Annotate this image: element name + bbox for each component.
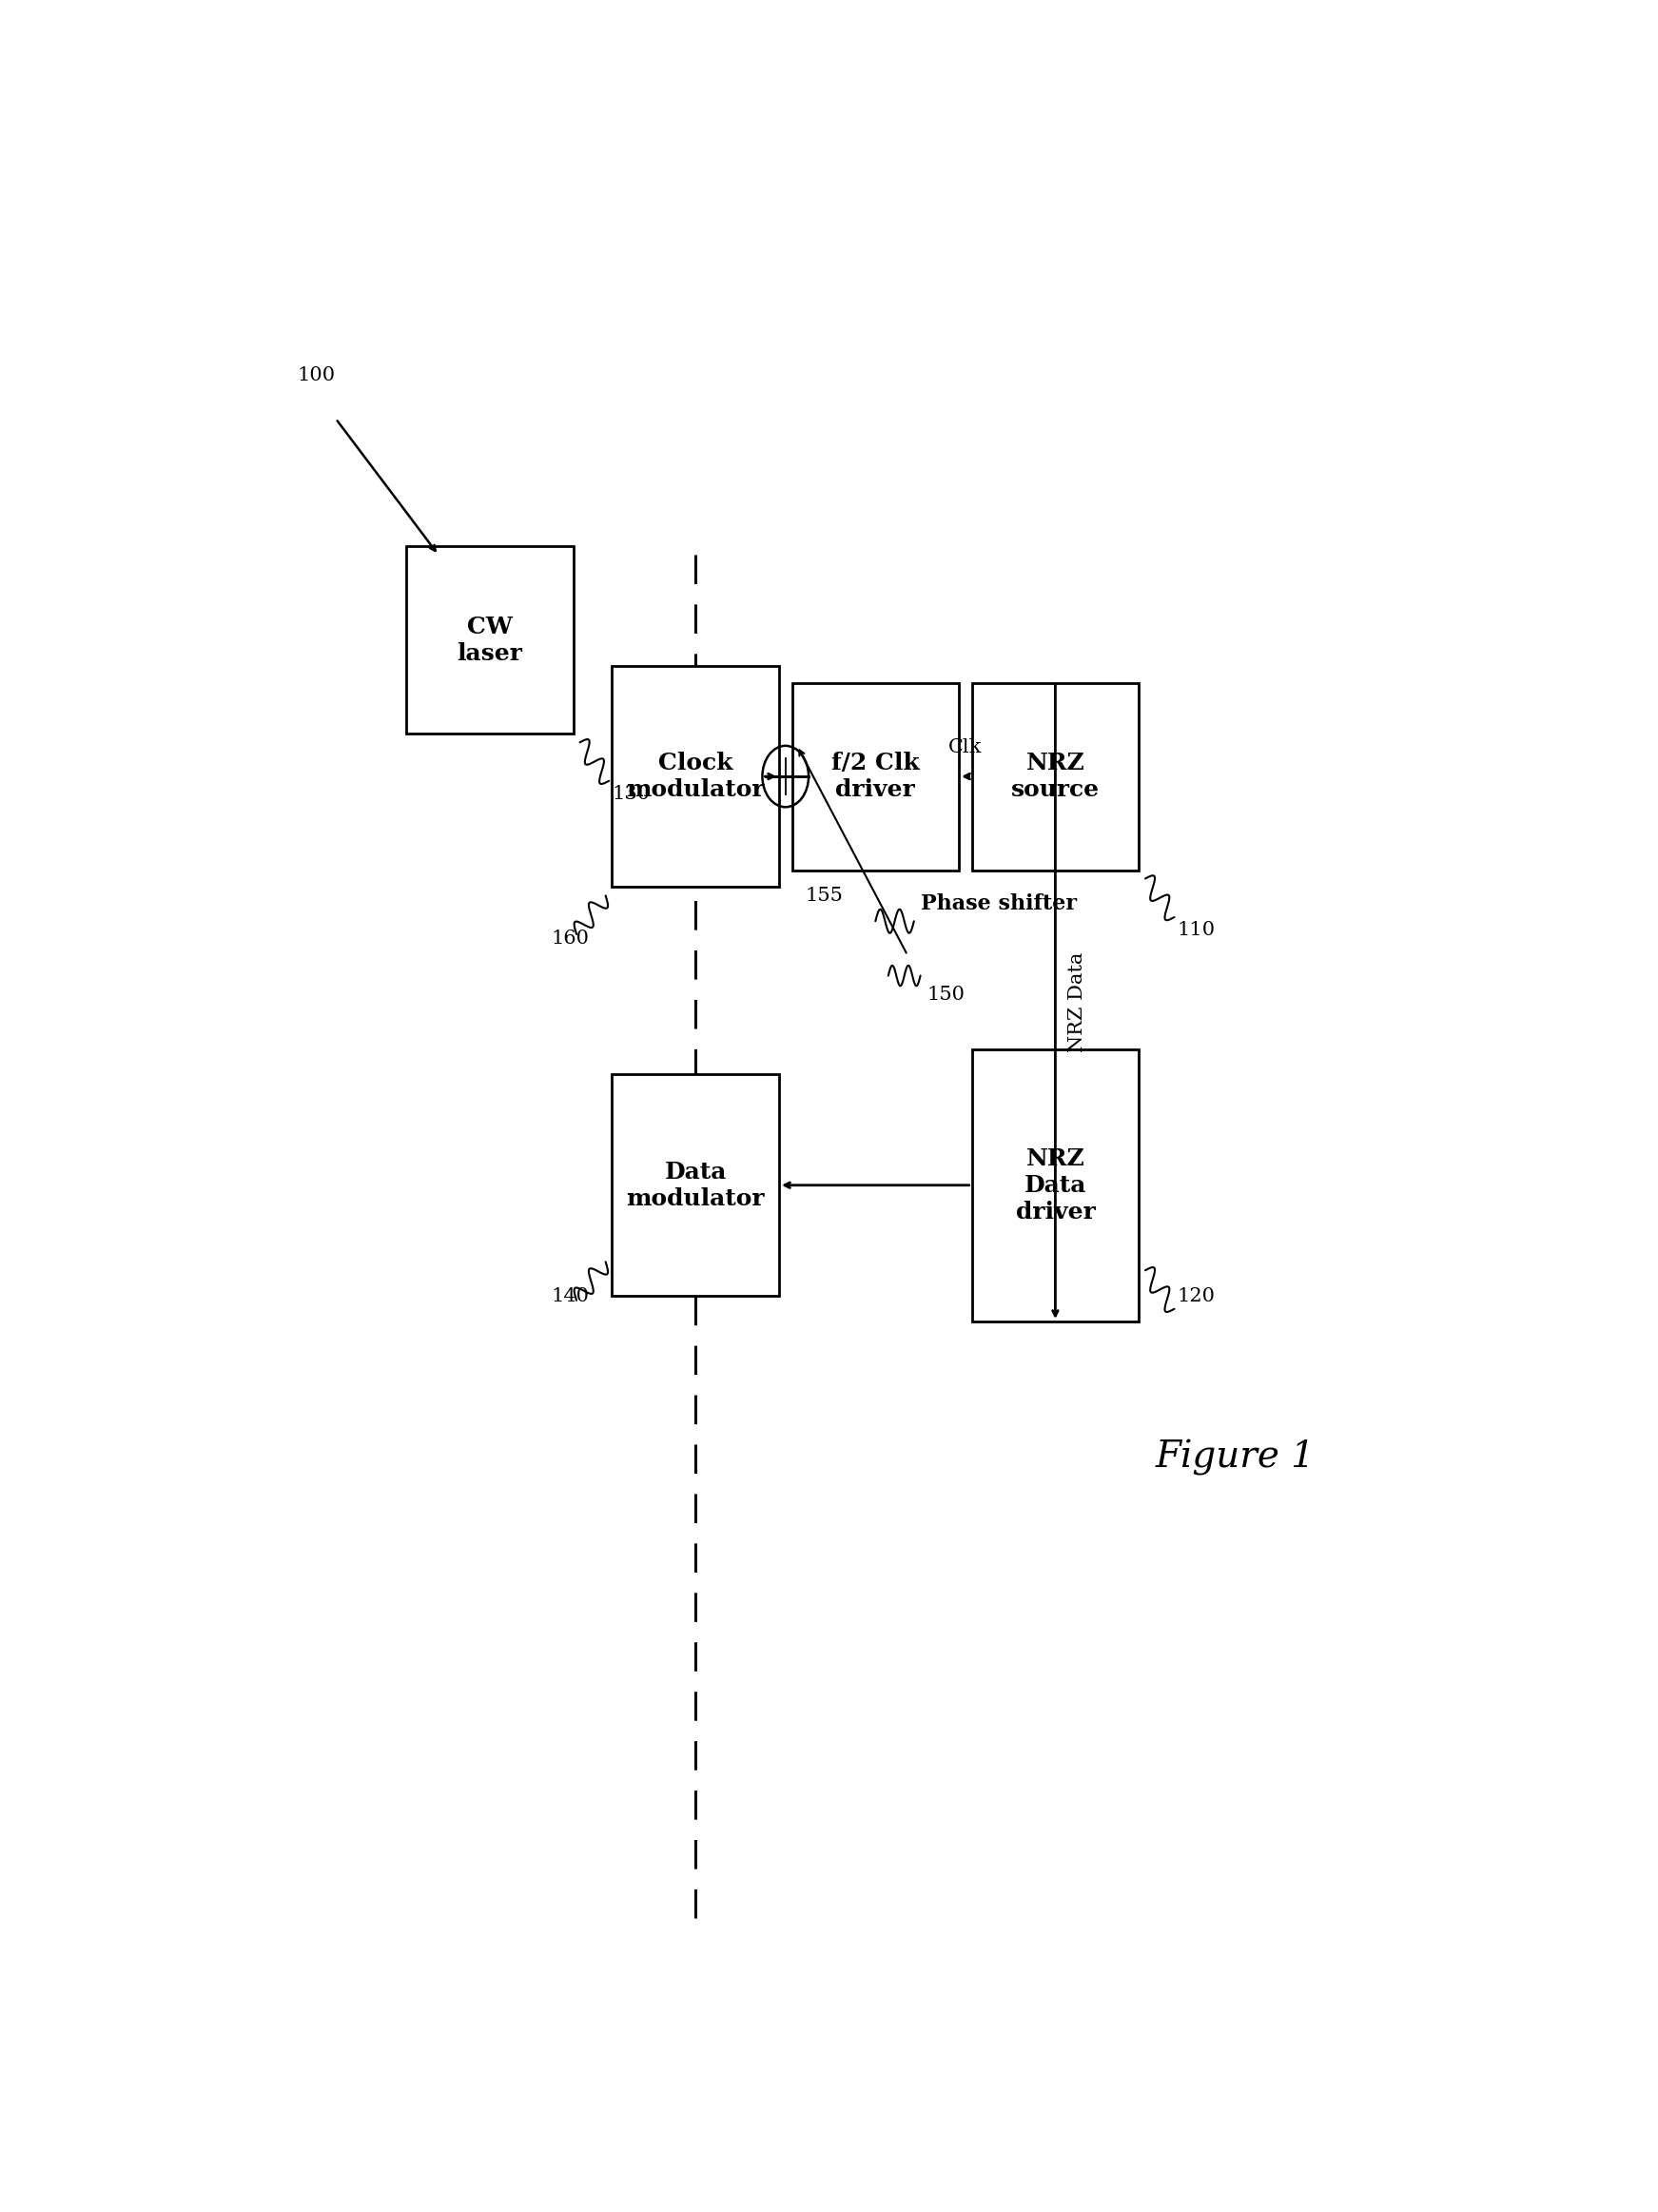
- Text: 155: 155: [804, 887, 842, 905]
- FancyBboxPatch shape: [793, 684, 958, 869]
- Text: Figure 1: Figure 1: [1156, 1440, 1315, 1475]
- Text: NRZ Data: NRZ Data: [1068, 951, 1086, 1053]
- FancyBboxPatch shape: [612, 1075, 779, 1296]
- Text: NRZ
source: NRZ source: [1011, 752, 1099, 801]
- FancyBboxPatch shape: [406, 546, 574, 734]
- Text: Phase shifter: Phase shifter: [920, 894, 1076, 914]
- Text: Clock
modulator: Clock modulator: [627, 752, 764, 801]
- Text: 110: 110: [1177, 920, 1215, 940]
- Text: Clk: Clk: [948, 739, 982, 757]
- FancyBboxPatch shape: [972, 1048, 1139, 1321]
- Text: Data
modulator: Data modulator: [627, 1161, 764, 1210]
- Text: NRZ
Data
driver: NRZ Data driver: [1015, 1148, 1096, 1223]
- Text: CW
laser: CW laser: [458, 615, 522, 666]
- FancyBboxPatch shape: [612, 666, 779, 887]
- Text: 140: 140: [552, 1287, 590, 1305]
- Text: 120: 120: [1177, 1287, 1215, 1305]
- Text: 150: 150: [927, 987, 965, 1004]
- Text: f/2 Clk
driver: f/2 Clk driver: [831, 752, 920, 801]
- Text: 160: 160: [552, 929, 590, 947]
- FancyBboxPatch shape: [972, 684, 1139, 869]
- Text: 130: 130: [612, 785, 650, 803]
- Text: 100: 100: [297, 367, 335, 385]
